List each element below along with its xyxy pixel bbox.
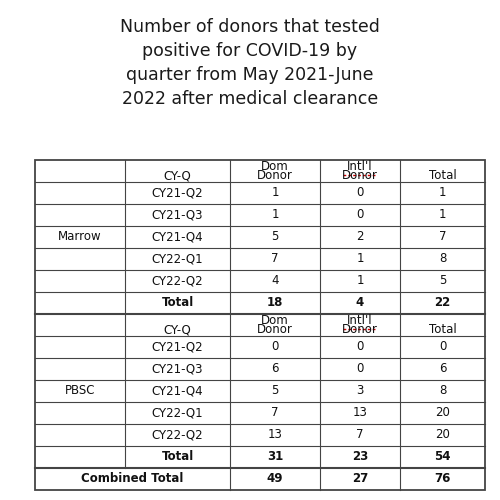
Text: Donor: Donor <box>342 170 378 182</box>
Text: 1: 1 <box>439 208 446 222</box>
Text: CY22-Q2: CY22-Q2 <box>152 428 204 442</box>
Bar <box>35 160 485 490</box>
Text: Combined Total: Combined Total <box>82 472 184 486</box>
Text: 13: 13 <box>352 406 368 420</box>
Text: 23: 23 <box>352 450 368 464</box>
Text: 8: 8 <box>439 384 446 398</box>
Text: CY21-Q2: CY21-Q2 <box>152 340 204 353</box>
Text: 49: 49 <box>267 472 283 486</box>
Text: 3: 3 <box>356 384 364 398</box>
Text: 5: 5 <box>439 274 446 287</box>
Text: 0: 0 <box>356 362 364 376</box>
Text: 54: 54 <box>434 450 451 464</box>
Text: 4: 4 <box>271 274 279 287</box>
Text: CY22-Q1: CY22-Q1 <box>152 406 204 420</box>
Text: 20: 20 <box>435 406 450 420</box>
Text: 7: 7 <box>439 230 446 243</box>
Text: CY22-Q1: CY22-Q1 <box>152 252 204 266</box>
Text: 5: 5 <box>272 230 278 243</box>
Text: 2: 2 <box>356 230 364 243</box>
Text: 0: 0 <box>272 340 278 353</box>
Text: 22: 22 <box>434 296 450 310</box>
Text: 1: 1 <box>356 274 364 287</box>
Text: Intl'l: Intl'l <box>347 160 373 172</box>
Text: 0: 0 <box>356 186 364 200</box>
Text: 6: 6 <box>271 362 279 376</box>
Text: 7: 7 <box>271 252 279 266</box>
Text: Donor: Donor <box>257 170 293 182</box>
Text: 18: 18 <box>267 296 283 310</box>
Text: Dom: Dom <box>261 314 289 326</box>
Text: 13: 13 <box>268 428 282 442</box>
Text: Total: Total <box>162 296 194 310</box>
Text: Number of donors that tested
positive for COVID-19 by
quarter from May 2021-June: Number of donors that tested positive fo… <box>120 18 380 108</box>
Text: 7: 7 <box>271 406 279 420</box>
Text: CY21-Q4: CY21-Q4 <box>152 230 204 243</box>
Text: PBSC: PBSC <box>65 384 95 398</box>
Text: 76: 76 <box>434 472 450 486</box>
Text: Donor: Donor <box>342 324 378 336</box>
Text: CY22-Q2: CY22-Q2 <box>152 274 204 287</box>
Text: CY21-Q2: CY21-Q2 <box>152 186 204 200</box>
Text: CY21-Q4: CY21-Q4 <box>152 384 204 398</box>
Text: Donor: Donor <box>257 324 293 336</box>
Text: 0: 0 <box>356 340 364 353</box>
Text: CY21-Q3: CY21-Q3 <box>152 362 203 376</box>
Text: Marrow: Marrow <box>58 230 102 243</box>
Text: 8: 8 <box>439 252 446 266</box>
Text: 20: 20 <box>435 428 450 442</box>
Text: CY-Q: CY-Q <box>164 324 192 336</box>
Text: 0: 0 <box>356 208 364 222</box>
Text: Total: Total <box>428 170 456 182</box>
Text: Total: Total <box>428 324 456 336</box>
Text: 5: 5 <box>272 384 278 398</box>
Text: 27: 27 <box>352 472 368 486</box>
Text: 1: 1 <box>439 186 446 200</box>
Text: 6: 6 <box>439 362 446 376</box>
Text: 0: 0 <box>439 340 446 353</box>
Text: 1: 1 <box>271 208 279 222</box>
Text: Total: Total <box>162 450 194 464</box>
Text: 7: 7 <box>356 428 364 442</box>
Text: 1: 1 <box>271 186 279 200</box>
Text: Intl'l: Intl'l <box>347 314 373 326</box>
Text: 31: 31 <box>267 450 283 464</box>
Text: CY21-Q3: CY21-Q3 <box>152 208 203 222</box>
Text: 1: 1 <box>356 252 364 266</box>
Text: 4: 4 <box>356 296 364 310</box>
Text: Dom: Dom <box>261 160 289 172</box>
Text: CY-Q: CY-Q <box>164 170 192 182</box>
